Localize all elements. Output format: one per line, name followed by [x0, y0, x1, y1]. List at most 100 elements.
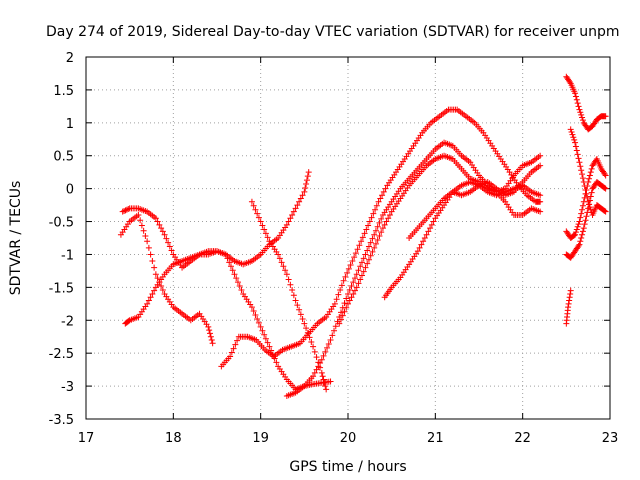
data-point: [144, 238, 151, 245]
data-point: [572, 231, 579, 238]
data-point: [347, 261, 354, 268]
data-point: [325, 340, 332, 347]
data-point: [302, 184, 309, 191]
data-point: [578, 167, 585, 174]
data-point: [259, 327, 266, 334]
data-point: [578, 111, 585, 118]
data-point: [378, 229, 385, 236]
y-tick-label: -3.5: [49, 413, 74, 428]
data-point: [365, 222, 372, 229]
data-point: [579, 206, 586, 213]
data-point: [572, 90, 579, 97]
data-point: [537, 208, 544, 215]
y-tick-label: 1.5: [53, 84, 74, 99]
data-point: [255, 214, 262, 221]
data-point: [205, 323, 212, 330]
data-point: [305, 169, 312, 176]
data-point: [232, 341, 239, 348]
data-point: [125, 206, 132, 213]
data-point: [145, 297, 152, 304]
data-point: [601, 171, 608, 178]
data-point: [575, 155, 582, 162]
data-point: [324, 344, 331, 351]
data-point: [577, 109, 584, 116]
data-point: [301, 320, 308, 327]
data-point: [294, 302, 301, 309]
data-point: [574, 223, 581, 230]
data-point: [351, 287, 358, 294]
x-tick-labels: 17 18 19 20 21 22 23: [78, 431, 619, 446]
data-point: [430, 218, 437, 225]
data-point: [297, 195, 304, 202]
data-point: [360, 255, 367, 262]
series-track-m: [563, 179, 609, 261]
data-point: [356, 242, 363, 249]
data-point: [366, 218, 373, 225]
data-point: [573, 96, 580, 103]
data-point: [341, 308, 348, 315]
data-point: [168, 247, 175, 254]
data-point: [579, 117, 586, 124]
data-point: [147, 294, 154, 301]
data-point: [224, 255, 231, 262]
data-point: [568, 129, 575, 136]
data-point: [254, 210, 261, 217]
data-point: [588, 189, 595, 196]
data-point: [380, 188, 387, 195]
data-point: [351, 275, 358, 282]
data-point: [287, 215, 294, 222]
data-point: [252, 206, 259, 213]
data-point: [344, 269, 351, 276]
data-point: [285, 218, 292, 225]
x-axis-label: GPS time / hours: [289, 459, 406, 475]
data-point: [207, 330, 214, 337]
data-point: [292, 205, 299, 212]
series-track-g: [336, 152, 544, 327]
data-point: [579, 228, 586, 235]
data-point: [572, 93, 579, 100]
data-point: [233, 275, 240, 282]
data-point: [230, 345, 237, 352]
data-point: [313, 366, 320, 373]
data-point: [371, 244, 378, 251]
data-point: [315, 363, 322, 370]
data-point: [304, 329, 311, 336]
data-point: [285, 276, 292, 283]
data-point: [364, 247, 371, 254]
data-point: [371, 231, 378, 238]
data-point: [283, 271, 290, 278]
data-point: [576, 106, 583, 113]
data-point: [275, 251, 282, 258]
data-point: [587, 169, 594, 176]
data-point: [349, 258, 356, 265]
data-point: [248, 304, 255, 311]
data-point: [343, 295, 350, 302]
data-point: [154, 218, 161, 225]
data-point: [359, 234, 366, 241]
data-point: [125, 317, 132, 324]
data-point: [322, 348, 329, 355]
data-point: [327, 378, 334, 385]
data-point: [358, 259, 365, 266]
data-point: [575, 221, 582, 228]
data-point: [311, 369, 318, 376]
data-point: [266, 343, 273, 350]
data-point: [149, 290, 156, 297]
data-point: [323, 386, 330, 393]
data-point: [577, 163, 584, 170]
data-point: [320, 376, 327, 383]
data-point: [289, 286, 296, 293]
data-point: [571, 136, 578, 143]
y-tick-label: 1: [66, 117, 74, 132]
data-point: [566, 79, 573, 86]
plot-frame: [85, 56, 611, 420]
x-tick-label: 22: [514, 431, 531, 446]
data-point: [318, 369, 325, 376]
data-point: [361, 230, 368, 237]
data-point: [365, 243, 372, 250]
series-track-a: [119, 169, 312, 271]
data-point: [159, 286, 166, 293]
data-point: [365, 256, 372, 263]
data-point: [304, 173, 311, 180]
data-point: [331, 327, 338, 334]
